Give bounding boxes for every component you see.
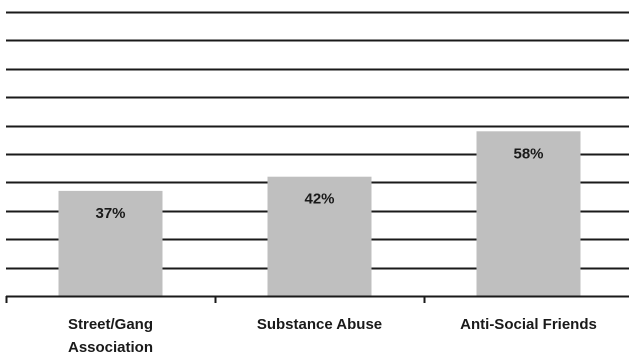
bar: [267, 176, 372, 296]
data-label: 58%: [513, 145, 543, 162]
x-axis: [5, 295, 629, 303]
data-label: 42%: [304, 191, 334, 208]
category-label: Anti-Social Friends: [460, 316, 597, 333]
category-label: Substance Abuse: [257, 316, 382, 333]
bar: [58, 190, 163, 296]
bar: [476, 131, 581, 296]
category-label: Street/Gang: [68, 316, 153, 333]
category-labels: Street/Gang Association Substance Abuse Ant…: [68, 316, 597, 356]
bars: [58, 131, 581, 296]
data-label: 37%: [95, 205, 125, 222]
data-labels: 37% 42% 58%: [95, 145, 543, 222]
category-label: Association: [68, 339, 153, 356]
